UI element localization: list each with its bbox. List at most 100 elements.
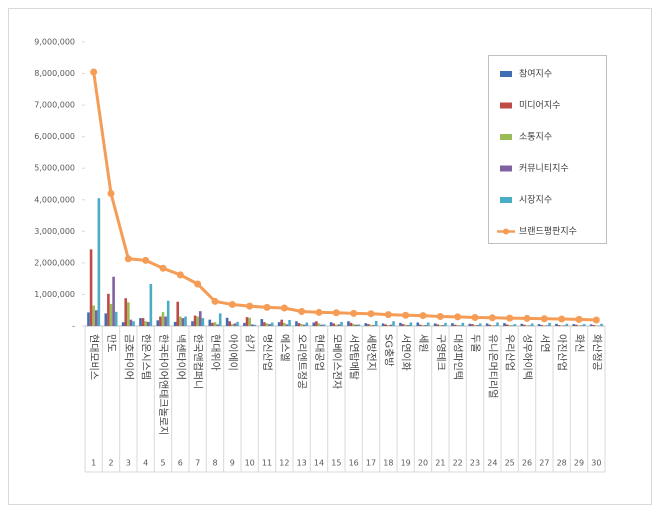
bar (372, 325, 375, 326)
rank-label: 8 (212, 459, 217, 468)
bar (191, 321, 194, 326)
bar (441, 325, 445, 326)
bar (374, 320, 378, 326)
bar (404, 324, 407, 326)
bar (577, 325, 581, 326)
bar (369, 324, 373, 326)
bar (233, 323, 237, 326)
bar (503, 323, 506, 326)
bar (107, 293, 110, 326)
bar (245, 317, 249, 326)
x-tick-label: 구영테크 (434, 334, 446, 371)
bar (426, 322, 430, 326)
bar (87, 312, 90, 326)
rank-label: 23 (470, 459, 480, 468)
line-marker (540, 315, 548, 323)
bar (399, 322, 402, 326)
line-marker (90, 68, 98, 76)
rank-label: 11 (262, 459, 272, 468)
rank-label: 22 (453, 459, 463, 468)
line-marker (419, 312, 427, 320)
bar (231, 324, 234, 326)
line-marker (471, 313, 479, 321)
bar (243, 322, 246, 326)
bar (92, 305, 95, 326)
x-tick-label: 한온시스템 (140, 334, 152, 380)
legend-label: 참여지수 (519, 68, 552, 80)
x-tick-label: 성우하이텍 (521, 334, 534, 380)
rank-label: 12 (279, 459, 289, 468)
bar (352, 324, 355, 326)
x-tick-label: 모베이스전자 (330, 334, 342, 389)
bar (471, 324, 474, 326)
bar (253, 324, 257, 326)
bar (493, 325, 497, 326)
x-tick-label: 삼기 (244, 334, 256, 352)
x-tick-label: 서연탑메탈 (348, 334, 361, 380)
line-marker (228, 301, 236, 309)
bar (562, 325, 566, 326)
line-marker (124, 255, 132, 263)
bar (166, 300, 170, 326)
bar (270, 322, 274, 326)
x-tick-label: 현대위아 (209, 334, 222, 371)
bar (451, 323, 454, 326)
y-tick-label: 4,000,000 (34, 195, 75, 204)
rank-label: 18 (383, 459, 393, 468)
bar (548, 322, 551, 326)
line-marker (384, 311, 392, 319)
x-tick-label: 우리산업 (504, 334, 517, 371)
rank-label: 25 (505, 459, 515, 468)
bar (444, 322, 447, 326)
bar (161, 312, 165, 326)
rank-label: 2 (108, 459, 113, 468)
legend-label: 브랜드평판지수 (519, 226, 577, 237)
bar (575, 324, 578, 326)
rank-label: 17 (366, 459, 376, 468)
line-marker (142, 256, 150, 264)
rank-label: 21 (435, 459, 445, 468)
bar (439, 325, 442, 326)
y-tick-label: 8,000,000 (34, 69, 75, 78)
bar (510, 325, 514, 326)
bar (485, 323, 489, 326)
bar (520, 323, 524, 326)
bar (473, 325, 477, 326)
bar (525, 325, 529, 326)
bar (572, 324, 576, 326)
bar (347, 321, 350, 326)
rank-label: 5 (160, 459, 165, 468)
bar (456, 325, 459, 326)
y-tick-label: 6,000,000 (34, 132, 75, 141)
bar (97, 198, 101, 326)
rank-label: 13 (297, 459, 307, 468)
bar (322, 324, 326, 326)
rank-label: 29 (574, 459, 584, 468)
legend-swatch (500, 165, 512, 172)
x-tick-label: 명신산업 (261, 334, 274, 371)
bar (505, 324, 509, 326)
bar (208, 319, 212, 326)
bar (354, 324, 358, 326)
bar (124, 298, 128, 326)
rank-label: 1 (91, 459, 96, 468)
bar (389, 324, 393, 326)
line-marker (280, 304, 288, 312)
bar (458, 325, 462, 326)
bar (329, 322, 333, 326)
bar (164, 316, 167, 326)
line-marker (194, 280, 202, 288)
bar (277, 322, 281, 326)
x-tick-label: 대성파인텍 (452, 334, 464, 380)
x-tick-label: 아진산업 (556, 334, 569, 371)
bar (557, 325, 561, 326)
legend-frame (488, 55, 607, 244)
rank-label: 30 (591, 459, 601, 468)
x-tick-label: 에스엘 (278, 334, 291, 362)
x-tick-label: 세원 (417, 334, 429, 352)
line-marker (523, 314, 531, 322)
bar (283, 322, 286, 326)
y-tick-label: 3,000,000 (34, 227, 75, 236)
bar (127, 302, 130, 326)
bar (332, 323, 336, 326)
